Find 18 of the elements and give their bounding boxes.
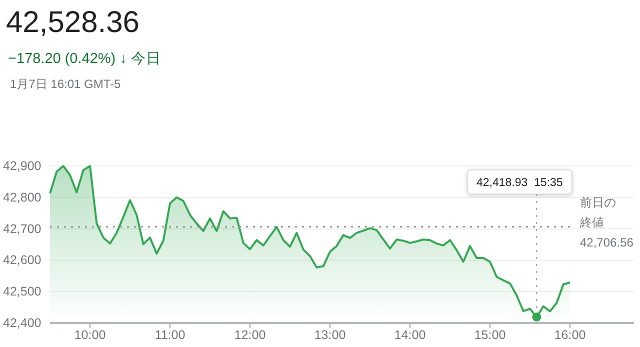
- x-tick-label: 12:00: [234, 328, 266, 342]
- y-tick-label: 42,800: [3, 190, 42, 204]
- y-tick-label: 42,700: [3, 222, 42, 236]
- x-tick-label: 14:00: [394, 328, 426, 342]
- chart-title: 42,528.36: [6, 6, 140, 39]
- x-tick-label: 16:00: [554, 328, 586, 342]
- y-tick-label: 42,600: [3, 253, 42, 268]
- annotation: 42,418.93 15:35: [476, 177, 563, 189]
- y-tick-label: 42,400: [3, 316, 42, 330]
- chart-subtitle: −178.20 (0.42%) ↓ 今日: [8, 50, 161, 67]
- text: 1月7日 16:01 GMT-5: [10, 77, 122, 91]
- x-tick-label: 13:00: [314, 328, 346, 342]
- y-tick-label: 42,900: [3, 159, 42, 173]
- x-tick-label: 11:00: [154, 328, 186, 342]
- ref-line-label: 前日の終値 42,706.56: [579, 196, 634, 250]
- x-tick-label: 15:00: [474, 328, 506, 342]
- y-tick-label: 42,500: [3, 284, 42, 299]
- x-tick-label: 10:00: [74, 328, 106, 342]
